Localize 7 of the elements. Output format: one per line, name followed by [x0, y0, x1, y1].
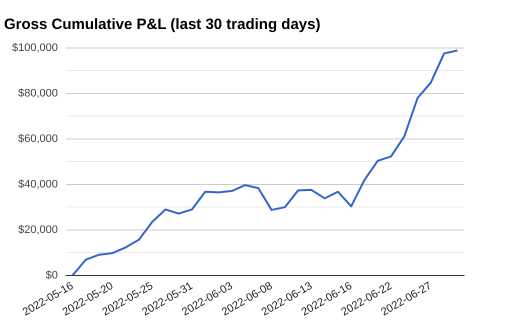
y-tick-label: $100,000	[12, 42, 58, 54]
y-tick-label: $40,000	[18, 178, 58, 190]
y-tick-label: $80,000	[18, 88, 58, 100]
y-tick-label: $0	[46, 269, 58, 282]
y-tick-label: $60,000	[18, 133, 58, 146]
y-tick-label: $20,000	[18, 224, 58, 236]
chart-title: Gross Cumulative P&L (last 30 trading days)	[4, 16, 320, 34]
